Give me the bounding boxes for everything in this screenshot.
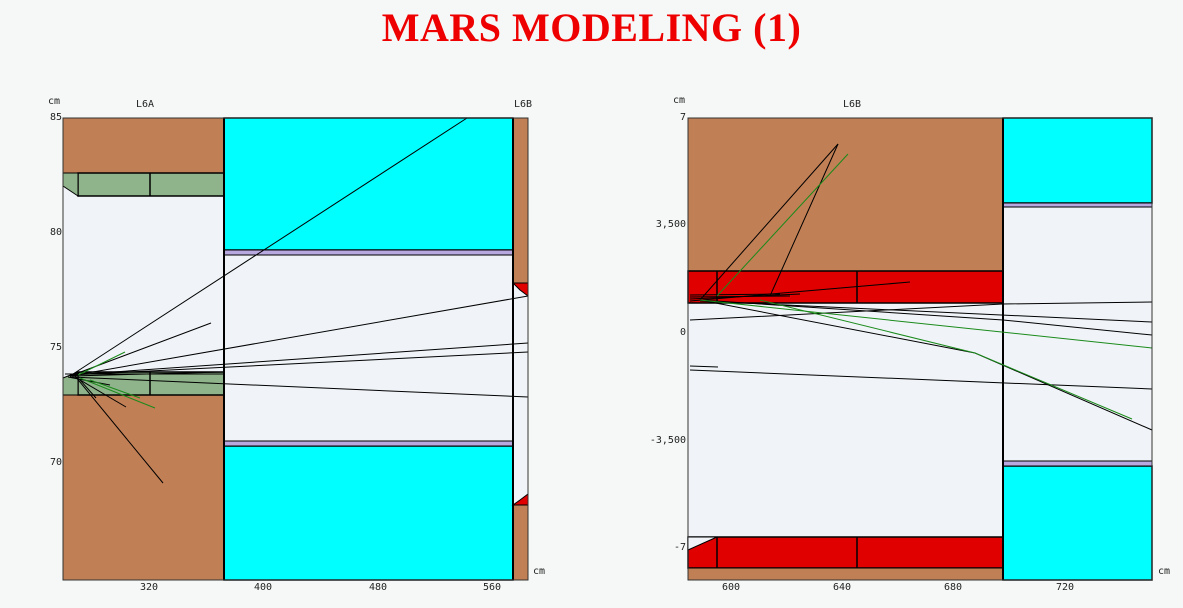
left-y-tick: 80 [49,227,62,238]
right-y-tick: -3,500 [649,435,686,446]
left-y-tick: 70 [49,457,62,468]
right-y-tick: 7 [679,112,686,123]
left-x-tick: 480 [369,582,388,593]
right-y-tick: 3,500 [655,219,686,230]
right-cyan-bottom [1002,465,1153,581]
right-x-tick: 600 [722,582,741,593]
right-x-unit: cm [1158,566,1171,577]
right-y-tick: -7 [673,542,686,553]
left-label-l6a: L6A [136,99,155,110]
right-y-unit: cm [673,95,686,106]
left-frame [62,117,529,581]
right-x-tick: 720 [1056,582,1075,593]
right-frame [687,117,1153,581]
left-copper-bottom [62,394,225,581]
right-y-tick: 0 [679,327,686,338]
right-copper-bottom [687,567,1004,581]
left-tracks [65,117,529,484]
left-cyan-top [223,117,514,251]
right-cyan-top [1002,117,1153,204]
right-x-tick: 640 [833,582,852,593]
left-y-unit: cm [48,96,61,107]
left-green-top [77,172,225,197]
left-y-tick: 85 [49,112,62,123]
left-copper-top [62,117,225,174]
left-x-tick: 400 [254,582,273,593]
right-red-bottom [687,536,1004,569]
right-copper-top [687,117,1004,272]
left-plot [62,117,529,581]
left-x-tick: 560 [483,582,502,593]
right-label-l6b: L6B [843,99,862,110]
left-y-tick: 75 [49,342,62,353]
left-label-l6b: L6B [514,99,533,110]
left-x-unit: cm [533,566,546,577]
page-title: MARS MODELING (1) [381,5,802,50]
left-cyan-bottom [223,445,514,581]
left-x-tick: 320 [140,582,159,593]
right-plot [687,117,1153,581]
right-x-tick: 680 [944,582,963,593]
